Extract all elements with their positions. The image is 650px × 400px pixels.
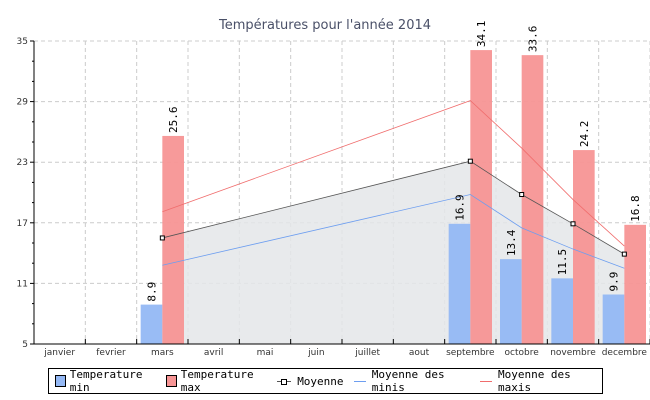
data-label: 16.9 bbox=[454, 194, 467, 221]
y-tick-label: 11 bbox=[17, 279, 28, 289]
y-tick-label: 35 bbox=[17, 37, 28, 47]
bar-min bbox=[448, 223, 471, 344]
x-tick-label: septembre bbox=[446, 348, 495, 358]
x-tick-label: janvier bbox=[43, 348, 75, 358]
line-moyenne-des-minis bbox=[162, 194, 625, 269]
bar-max bbox=[470, 50, 492, 345]
data-label: 13.4 bbox=[505, 229, 518, 256]
moyenne-marker bbox=[621, 251, 627, 257]
legend-item: Moyenne des maxis bbox=[479, 368, 596, 394]
bar-max bbox=[624, 224, 646, 344]
data-label: 25.6 bbox=[167, 106, 180, 133]
data-label: 8.9 bbox=[146, 282, 159, 302]
bar-min bbox=[551, 278, 573, 344]
data-label: 9.9 bbox=[608, 272, 621, 292]
data-label: 24.2 bbox=[578, 121, 591, 148]
data-label: 34.1 bbox=[475, 21, 488, 48]
x-tick-label: mars bbox=[151, 348, 174, 358]
bar-min bbox=[602, 294, 625, 344]
x-tick-label: decembre bbox=[602, 348, 648, 358]
data-label: 11.5 bbox=[556, 249, 569, 276]
legend-item: Temperature min bbox=[55, 368, 156, 394]
chart-title: Températures pour l'année 2014 bbox=[218, 18, 431, 33]
moyenne-marker bbox=[570, 221, 576, 227]
x-tick-label: juin bbox=[307, 348, 324, 358]
legend-label: Moyenne des minis bbox=[371, 368, 445, 394]
legend-line bbox=[353, 380, 366, 382]
line-moyenne-des-maxis bbox=[162, 100, 625, 247]
x-tick-label: aout bbox=[409, 348, 430, 358]
moyenne-marker bbox=[467, 158, 473, 164]
legend-item: Moyenne bbox=[277, 374, 344, 388]
y-tick-label: 23 bbox=[17, 158, 28, 168]
legend-item: Temperature max bbox=[166, 368, 267, 394]
x-tick-label: mai bbox=[257, 348, 274, 358]
y-tick-label: 17 bbox=[17, 219, 28, 229]
moyenne-marker bbox=[519, 192, 525, 198]
bar-max bbox=[162, 135, 184, 344]
legend-line bbox=[277, 378, 292, 385]
x-tick-label: avril bbox=[204, 348, 224, 358]
x-tick-label: octobre bbox=[505, 348, 540, 358]
legend-swatch bbox=[166, 375, 177, 387]
legend-label: Moyenne bbox=[297, 374, 344, 388]
y-tick-label: 29 bbox=[17, 98, 29, 108]
bar-max bbox=[521, 55, 544, 344]
legend-item: Moyenne des minis bbox=[353, 368, 470, 394]
data-label: 33.6 bbox=[527, 26, 540, 53]
data-label: 16.8 bbox=[629, 195, 642, 222]
bar-min bbox=[500, 259, 522, 344]
legend-label: Temperature max bbox=[180, 368, 254, 394]
x-tick-label: fevrier bbox=[96, 348, 126, 358]
legend-label: Moyenne des maxis bbox=[497, 368, 571, 394]
x-tick-label: novembre bbox=[550, 348, 596, 358]
moyenne-marker bbox=[159, 235, 165, 241]
legend-swatch bbox=[55, 375, 66, 387]
y-tick-label: 5 bbox=[22, 340, 28, 350]
bar-min bbox=[140, 304, 163, 344]
bar-max bbox=[573, 150, 595, 344]
x-tick-label: juillet bbox=[354, 348, 380, 358]
legend: Temperature min Temperature max Moyenne Moy… bbox=[48, 368, 603, 394]
legend-line bbox=[479, 380, 492, 382]
legend-label: Temperature min bbox=[69, 368, 143, 394]
